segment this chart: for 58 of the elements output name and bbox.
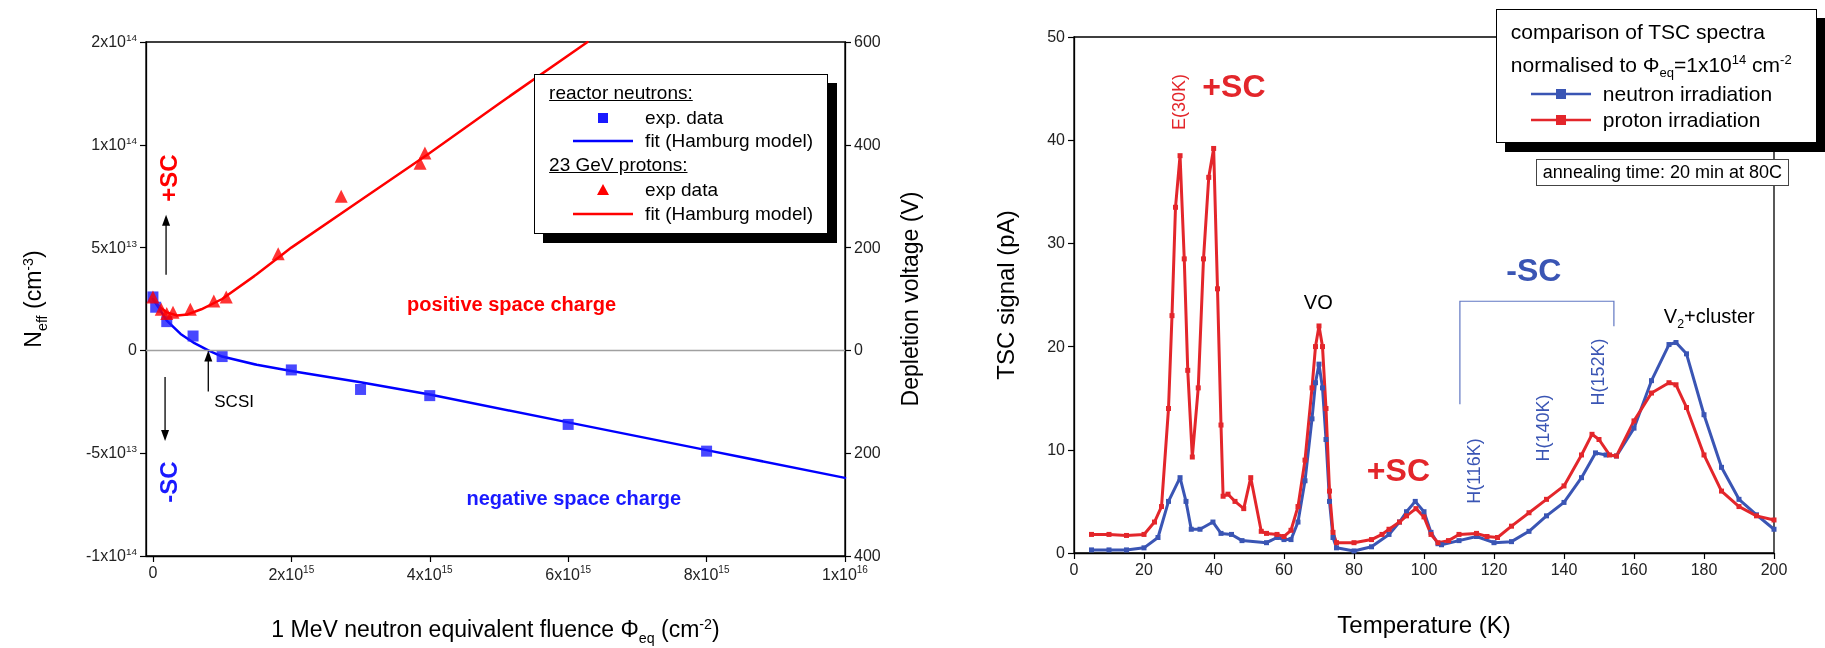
y-tick-label: 30 xyxy=(1047,234,1065,253)
x-tick-label: 200 xyxy=(1760,560,1788,578)
x-tick-label: 100 xyxy=(1410,560,1438,578)
legend-label: exp. data xyxy=(645,105,724,130)
x-axis-title: 1 MeV neutron equivalent fluence Φ$_{eq}$ (cm$^{-2}$) xyxy=(271,615,720,646)
legend-label: fit (Hamburg model) xyxy=(645,129,813,154)
x-axis-title: Temperature (K) xyxy=(1337,610,1511,639)
annotation: +SC xyxy=(1366,452,1431,490)
annotation: +SC xyxy=(1202,67,1266,105)
y2-axis-title: Depletion voltage (V) xyxy=(897,191,924,407)
x-tick-label: 80 xyxy=(1345,560,1363,578)
annotation: annealing time: 20 min at 80C xyxy=(1535,158,1789,186)
x-tick-label: 0 xyxy=(148,563,158,581)
y2-tick-label: 0 xyxy=(854,341,863,360)
legend-label: fit (Hamburg model) xyxy=(645,201,813,226)
annotation: H(152K) xyxy=(1587,338,1609,406)
y2-tick-label: 200 xyxy=(854,444,881,462)
y-tick-label: 1x10$^{14}$ xyxy=(91,134,137,154)
annotation: SCSI xyxy=(214,392,254,412)
x-tick-label: 60 xyxy=(1275,560,1293,578)
annotation: H(140K) xyxy=(1533,394,1555,462)
annotation: VO xyxy=(1303,291,1333,314)
x-tick-label: 180 xyxy=(1690,560,1718,578)
annotation: V$_{2}$+cluster xyxy=(1663,304,1755,331)
legend-label: neutron irradiation xyxy=(1602,81,1773,108)
y2-tick-label: 600 xyxy=(854,33,881,51)
annotation: +SC xyxy=(154,154,183,202)
y-tick-label: 0 xyxy=(128,341,137,360)
annotation: 23 GeV protons: xyxy=(549,153,689,178)
annotation: positive space charge xyxy=(407,293,617,316)
y2-tick-label: 400 xyxy=(854,136,881,154)
annotation: -SC xyxy=(1506,252,1562,289)
y-tick-label: 40 xyxy=(1047,131,1065,149)
y-tick-label: -1x10$^{14}$ xyxy=(85,545,137,565)
y-axis-title: TSC signal (pA) xyxy=(991,210,1020,380)
legend-label: exp data xyxy=(645,177,719,202)
x-tick-label: 140 xyxy=(1550,560,1578,578)
legend-label: proton irradiation xyxy=(1602,107,1761,134)
legend-title: comparison of TSC spectra normalised to Φ$_{eq}$=1x10$^{14}$ cm$^{-2}$ xyxy=(1510,19,1793,82)
annotation: E(30K) xyxy=(1169,74,1190,131)
x-tick-label: 0 xyxy=(1069,560,1079,578)
y-tick-label: 20 xyxy=(1047,337,1065,356)
y-tick-label: 0 xyxy=(1056,544,1065,562)
y-tick-label: -5x10$^{13}$ xyxy=(85,443,137,462)
x-tick-label: 40 xyxy=(1205,560,1223,578)
y-tick-label: 2x10$^{14}$ xyxy=(91,31,137,51)
x-tick-label: 120 xyxy=(1480,560,1508,578)
annotation: reactor neutrons: xyxy=(549,81,694,105)
y2-tick-label: 400 xyxy=(854,547,881,565)
x-tick-label: 20 xyxy=(1135,560,1153,578)
y-tick-label: 10 xyxy=(1047,441,1065,459)
annotation: negative space charge xyxy=(466,487,682,510)
y2-tick-label: 200 xyxy=(854,238,881,257)
annotation: -SC xyxy=(154,461,183,503)
x-tick-label: 160 xyxy=(1620,560,1648,578)
y-tick-label: 50 xyxy=(1047,28,1065,46)
annotation: H(116K) xyxy=(1464,438,1486,505)
y-tick-label: 5x10$^{13}$ xyxy=(91,237,137,257)
